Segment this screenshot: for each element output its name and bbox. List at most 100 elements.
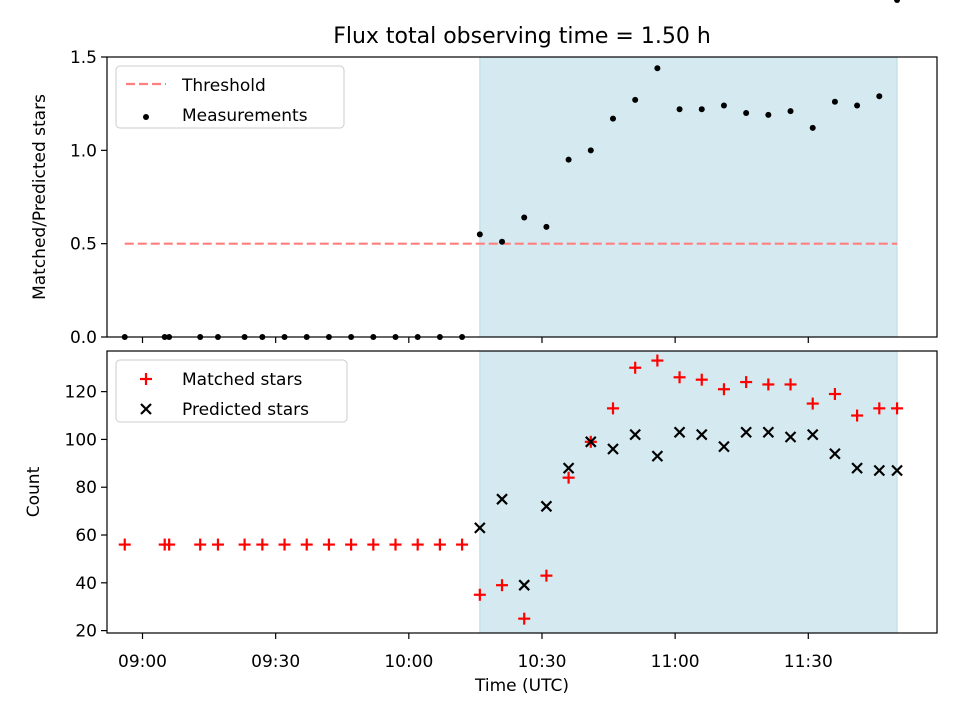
data-point xyxy=(474,522,486,534)
data-point xyxy=(762,378,775,391)
data-point xyxy=(238,538,251,551)
data-point xyxy=(211,538,224,551)
y-tick-label: 100 xyxy=(65,430,97,450)
data-point xyxy=(876,93,883,100)
data-point xyxy=(496,579,509,592)
data-point xyxy=(651,354,664,367)
data-point xyxy=(698,106,705,113)
data-point xyxy=(632,96,639,103)
data-point xyxy=(256,538,269,551)
legend-box xyxy=(115,65,345,129)
data-point xyxy=(562,462,575,474)
data-point xyxy=(676,106,683,113)
data-point xyxy=(496,493,508,505)
data-point xyxy=(784,378,797,391)
data-point xyxy=(367,538,380,551)
y-tick-label: 1.0 xyxy=(70,141,97,161)
x-tick-label: 10:00 xyxy=(384,652,433,672)
series-predicted-stars xyxy=(474,426,903,591)
data-point xyxy=(873,402,886,415)
data-point xyxy=(828,388,841,401)
x-b xyxy=(695,428,708,441)
x-b xyxy=(518,579,530,591)
data-point xyxy=(543,223,550,230)
data-point xyxy=(300,538,313,551)
x-tick-label: 10:30 xyxy=(517,652,566,672)
panel-2: 20 40 60 80 100 120 Count 09:00 09:30 10:00 10:30 1… xyxy=(24,350,938,672)
series-matched-stars xyxy=(118,354,904,625)
shaded-interval xyxy=(479,350,898,634)
legend-dot-swatch xyxy=(143,114,149,120)
data-point xyxy=(765,111,772,118)
x-b xyxy=(585,436,597,448)
x-b xyxy=(873,464,886,477)
data-point xyxy=(585,436,597,448)
y-tick-label: 40 xyxy=(75,574,97,594)
y-tick-label: 120 xyxy=(65,383,97,403)
axes-frame xyxy=(106,56,938,338)
legend-label: Matched stars xyxy=(182,370,302,390)
legend: Matched stars Predicted stars xyxy=(115,359,348,423)
data-point xyxy=(829,447,841,460)
data-point xyxy=(740,426,752,439)
legend-label: Threshold xyxy=(181,76,266,96)
data-point xyxy=(194,538,207,551)
data-point xyxy=(743,110,750,116)
data-point xyxy=(518,612,531,625)
y-tick-label: 1.5 xyxy=(70,48,97,68)
data-point xyxy=(629,428,641,441)
data-point xyxy=(518,579,530,591)
data-point xyxy=(118,538,131,551)
x-b xyxy=(806,428,819,441)
data-point xyxy=(609,115,616,122)
data-point xyxy=(695,428,708,441)
data-point xyxy=(565,156,572,163)
legend-label: Predicted stars xyxy=(182,400,309,420)
x-b xyxy=(762,426,775,439)
panel-1: 0.0 0.5 1.0 1.5 Matched/Predicted stars Thres… xyxy=(30,0,938,348)
data-point xyxy=(784,431,797,443)
x-b xyxy=(673,426,686,439)
x-b xyxy=(562,462,575,474)
legend-label: Measurements xyxy=(182,106,308,126)
x-b xyxy=(496,493,508,505)
legend: Threshold Measurements xyxy=(115,65,345,129)
data-point xyxy=(894,0,901,3)
x-b xyxy=(474,522,486,534)
data-point xyxy=(787,108,794,115)
y-tick-label: 0.0 xyxy=(70,328,97,348)
data-point xyxy=(651,450,664,462)
data-point xyxy=(891,402,904,415)
y-tick-label: 20 xyxy=(75,622,97,642)
data-point xyxy=(717,383,730,396)
shaded-interval xyxy=(479,56,898,338)
data-point xyxy=(762,426,775,439)
y-tick-label: 0.5 xyxy=(70,235,97,255)
x-b xyxy=(740,426,752,439)
data-point xyxy=(806,397,819,410)
data-point xyxy=(654,65,661,72)
series-measurements xyxy=(121,0,901,340)
x-axis-label: Time (UTC) xyxy=(474,676,569,696)
data-point xyxy=(562,471,575,484)
data-point xyxy=(389,538,402,551)
data-point xyxy=(854,102,861,109)
data-point xyxy=(606,402,619,415)
data-point xyxy=(473,588,486,601)
x-b xyxy=(851,462,863,474)
data-point xyxy=(163,538,176,551)
x-b xyxy=(651,450,664,462)
y-tick-label: 80 xyxy=(75,478,97,498)
data-point xyxy=(476,231,483,238)
x-tick-label: 09:00 xyxy=(118,652,167,672)
x-b xyxy=(629,428,641,441)
x-tick-label: 11:30 xyxy=(784,652,833,672)
data-point xyxy=(673,426,686,439)
data-point xyxy=(806,428,819,441)
data-point xyxy=(521,214,528,221)
data-point xyxy=(891,464,903,477)
data-point xyxy=(540,500,553,513)
data-point xyxy=(411,538,424,551)
data-point xyxy=(851,409,864,422)
